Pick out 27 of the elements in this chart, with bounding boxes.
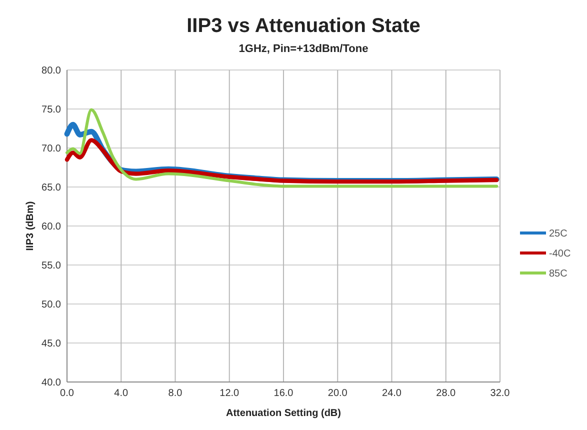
- x-tick-label: 12.0: [220, 388, 240, 399]
- x-tick-label: 28.0: [436, 388, 456, 399]
- line-series: [64, 138, 499, 184]
- y-tick-label: 65.0: [42, 182, 62, 194]
- legend-label: -40C: [549, 248, 571, 260]
- x-axis-title: Attenuation Setting (dB): [226, 408, 341, 419]
- legend-label: 25C: [549, 228, 568, 240]
- x-tick-label: 24.0: [382, 388, 402, 399]
- y-tick-label: 60.0: [42, 222, 62, 232]
- x-tick-label: 16.0: [274, 388, 294, 399]
- y-tick-label: 50.0: [42, 300, 62, 310]
- y-axis-title: IIP3 (dBm): [25, 201, 36, 251]
- x-tick-label: 4.0: [114, 388, 129, 399]
- x-tick-label: 20.0: [328, 388, 348, 399]
- x-tick-label: 32.0: [490, 388, 510, 399]
- chart-subtitle: 1GHz, Pin=+13dBm/Tone: [238, 43, 368, 55]
- line-series: [66, 108, 498, 188]
- y-tick-label: 55.0: [42, 260, 62, 272]
- y-tick-label: 45.0: [42, 338, 62, 350]
- x-tick-label: 8.0: [168, 388, 183, 399]
- legend-label: 85C: [549, 268, 568, 280]
- y-tick-label: 70.0: [42, 144, 62, 154]
- chart-title: IIP3 vs Attenuation State: [186, 15, 420, 37]
- x-tick-label: 0.0: [60, 388, 74, 399]
- y-tick-label: 80.0: [42, 66, 62, 76]
- y-tick-label: 75.0: [42, 104, 62, 116]
- y-tick-label: 40.0: [42, 378, 62, 388]
